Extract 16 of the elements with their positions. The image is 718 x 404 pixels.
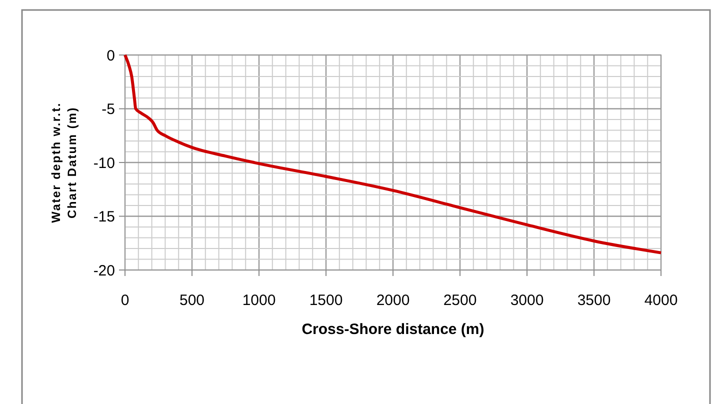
y-tick-label: -15 xyxy=(93,208,115,226)
x-axis-title: Cross-Shore distance (m) xyxy=(302,321,484,338)
x-tick-label: 1000 xyxy=(242,292,276,309)
x-tick-label: 4000 xyxy=(644,292,678,309)
x-tick-label: 1500 xyxy=(309,292,343,309)
y-tick-label: -20 xyxy=(93,262,115,280)
x-tick-label: 0 xyxy=(120,292,130,309)
x-tick-label: 3000 xyxy=(510,292,544,309)
x-tick-label: 2000 xyxy=(376,292,410,309)
x-tick-label: 3500 xyxy=(577,292,611,309)
x-tick-label: 2500 xyxy=(443,292,477,309)
y-axis-title: Water depth w.r.t. Chart Datum (m) xyxy=(49,102,79,223)
y-tick-label: 0 xyxy=(106,47,115,64)
x-tick-label: 500 xyxy=(179,292,205,309)
y-tick-label: -10 xyxy=(93,154,115,172)
y-tick-label: -5 xyxy=(102,101,115,118)
